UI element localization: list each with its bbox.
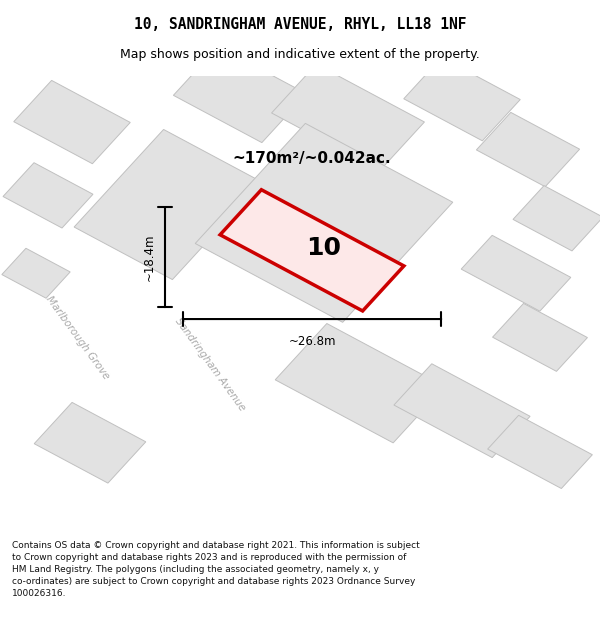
Text: ~26.8m: ~26.8m <box>288 335 336 348</box>
Polygon shape <box>220 190 404 311</box>
Polygon shape <box>2 248 70 298</box>
Polygon shape <box>195 123 453 322</box>
Polygon shape <box>124 28 600 262</box>
Text: 10, SANDRINGHAM AVENUE, RHYL, LL18 1NF: 10, SANDRINGHAM AVENUE, RHYL, LL18 1NF <box>134 17 466 32</box>
Polygon shape <box>488 416 592 489</box>
Polygon shape <box>0 399 600 528</box>
Text: Marlborough Grove: Marlborough Grove <box>44 294 112 381</box>
Polygon shape <box>171 51 297 559</box>
Polygon shape <box>404 58 520 141</box>
Text: Contains OS data © Crown copyright and database right 2021. This information is : Contains OS data © Crown copyright and d… <box>12 541 420 598</box>
Polygon shape <box>394 364 530 458</box>
Polygon shape <box>461 236 571 311</box>
Text: ~170m²/~0.042ac.: ~170m²/~0.042ac. <box>233 151 391 166</box>
Polygon shape <box>14 81 130 164</box>
Polygon shape <box>476 112 580 187</box>
Polygon shape <box>173 46 307 142</box>
Text: Sandringham Avenue: Sandringham Avenue <box>173 316 247 413</box>
Polygon shape <box>3 162 93 228</box>
Text: 10: 10 <box>307 236 341 260</box>
Text: ~18.4m: ~18.4m <box>143 234 156 281</box>
Polygon shape <box>74 129 262 279</box>
Polygon shape <box>275 324 445 443</box>
Polygon shape <box>0 32 327 450</box>
Text: Map shows position and indicative extent of the property.: Map shows position and indicative extent… <box>120 48 480 61</box>
Polygon shape <box>513 186 600 251</box>
Polygon shape <box>493 303 587 371</box>
Polygon shape <box>34 402 146 483</box>
Polygon shape <box>272 64 424 171</box>
